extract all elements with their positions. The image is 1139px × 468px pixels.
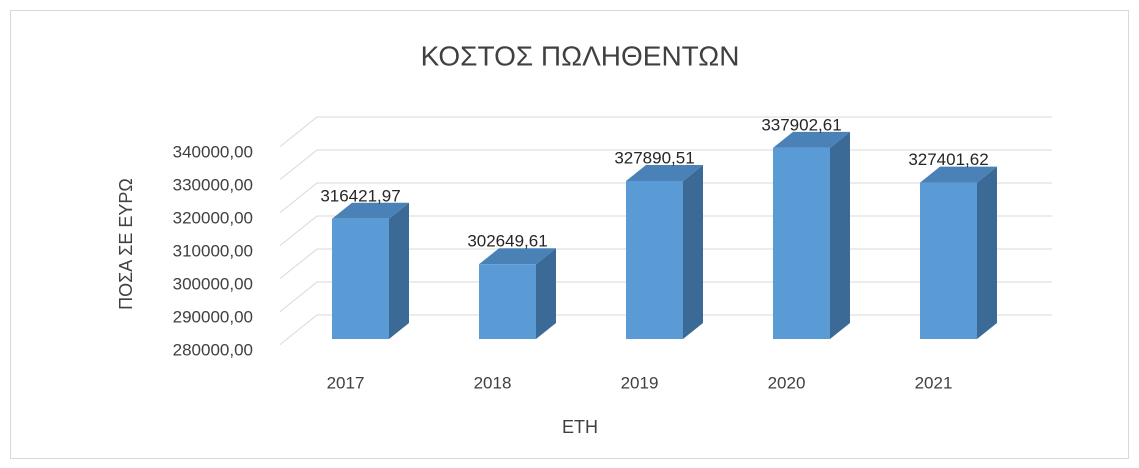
bar-side xyxy=(830,131,850,339)
bar-side xyxy=(683,164,703,339)
y-axis-title: ΠΟΣΑ ΣΕ ΕΥΡΩ xyxy=(116,178,136,310)
x-tick-label: 2019 xyxy=(621,373,659,392)
data-label: 316421,97 xyxy=(320,186,400,205)
side-grid-line xyxy=(279,215,318,246)
x-tick-label: 2020 xyxy=(768,373,806,392)
side-grid-line xyxy=(279,248,318,279)
side-grid-line xyxy=(279,314,318,345)
bar xyxy=(920,182,977,339)
bar xyxy=(626,180,683,339)
y-tick-label: 280000,00 xyxy=(173,340,253,359)
y-tick-label: 340000,00 xyxy=(173,142,253,161)
data-label: 337902,61 xyxy=(761,115,841,134)
y-tick-label: 290000,00 xyxy=(173,307,253,326)
x-tick-label: 2017 xyxy=(327,373,365,392)
y-tick-label: 330000,00 xyxy=(173,175,253,194)
bar-side xyxy=(536,248,556,339)
bar xyxy=(332,218,389,339)
y-tick-label: 310000,00 xyxy=(173,241,253,260)
data-label: 327401,62 xyxy=(908,150,988,169)
bar-top xyxy=(920,166,997,183)
bar-top xyxy=(626,164,703,181)
bar-top xyxy=(332,202,409,219)
y-tick-label: 320000,00 xyxy=(173,208,253,227)
side-grid-line xyxy=(279,149,318,180)
bar xyxy=(773,147,830,339)
bar-top xyxy=(773,131,850,148)
side-grid-line xyxy=(279,182,318,213)
x-tick-label: 2021 xyxy=(915,373,953,392)
y-tick-label: 300000,00 xyxy=(173,274,253,293)
side-grid-line xyxy=(279,281,318,312)
x-axis-title: ΕΤΗ xyxy=(562,417,598,437)
bar-side xyxy=(977,166,997,339)
x-tick-label: 2018 xyxy=(474,373,512,392)
side-grid-line xyxy=(279,116,318,147)
data-label: 302649,61 xyxy=(467,232,547,251)
data-label: 327890,51 xyxy=(614,148,694,167)
chart-title: ΚΟΣΤΟΣ ΠΩΛΗΘΕΝΤΩΝ xyxy=(421,40,740,71)
bar-side xyxy=(389,202,409,339)
bar-top xyxy=(479,248,556,265)
bar xyxy=(479,264,536,339)
